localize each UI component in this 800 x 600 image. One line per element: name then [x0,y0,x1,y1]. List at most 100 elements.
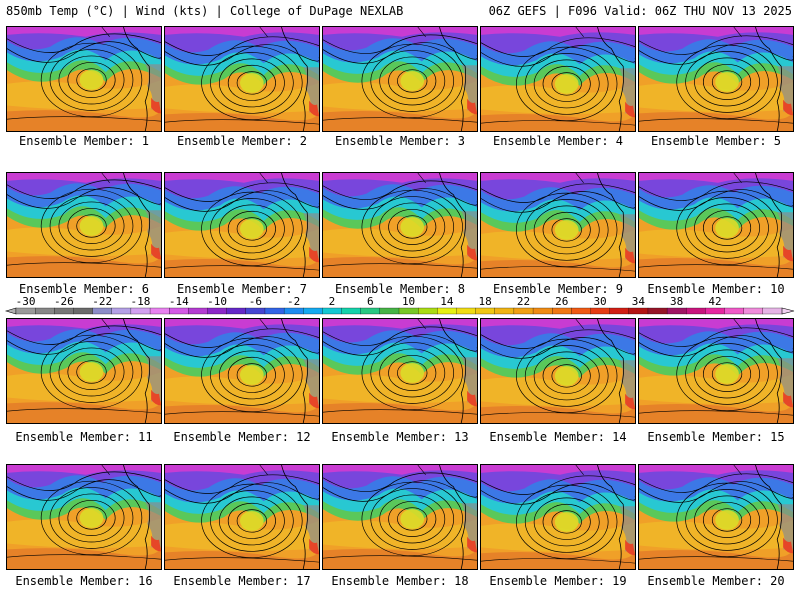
arctic-air [323,173,477,183]
isobar [481,120,635,126]
isobar [218,350,285,400]
colorbar-swatch [532,307,553,315]
coastline [123,173,151,277]
isobar [639,473,793,493]
high-pressure-center [554,512,579,532]
isobar [379,494,446,544]
border-line [101,173,110,183]
high-pressure-center [240,219,264,239]
isobar [7,471,161,491]
isobar [236,363,268,387]
ensemble-member-label: Ensemble Member: 14 [489,430,627,444]
isobar [515,46,618,122]
coastal-terrain [145,210,161,256]
hot-spot [783,537,793,554]
border-line [417,27,426,37]
high-pressure-center [400,363,425,383]
coastal-terrain [619,214,635,260]
coastal-terrain [619,360,635,406]
isobar [40,188,143,264]
border-line [575,27,584,37]
coastal-terrain [619,506,635,552]
isobar [67,353,116,390]
colorbar-swatch [437,307,457,315]
ensemble-member-label: Ensemble Member: 1 [18,134,150,148]
arctic-air [7,173,161,183]
ensemble-member-label: Ensemble Member: 15 [647,430,785,444]
isobar [524,53,609,115]
hot-spot [467,390,477,407]
colorbar-swatch [283,307,304,315]
isobar [533,59,600,109]
colorbar-swatch [552,307,572,315]
isobar [639,35,793,55]
isobar [551,72,582,96]
border-line [417,173,426,183]
border-line [575,173,584,183]
isobar [639,556,793,562]
isobar [639,410,793,416]
isobar [694,495,760,545]
hot-spot [625,539,635,556]
coastline [281,27,309,131]
colorbar-swatch [609,307,630,315]
isobar [639,335,793,357]
coastline [439,27,467,131]
colorbar-swatch [303,307,323,315]
isobar [165,265,319,271]
ensemble-member-label: Ensemble Member: 5 [650,134,782,148]
isobar [201,337,303,413]
high-pressure-center [79,216,104,236]
isobar [676,190,778,266]
isobar [323,34,477,54]
isobar [210,198,294,260]
isobar [210,344,294,406]
coastal-terrain [461,65,477,111]
cold-core [165,465,319,491]
colorbar-left-arrow [4,307,17,315]
isobar [227,210,276,247]
isobar [49,49,134,111]
isobar [481,191,635,213]
high-pressure-center [240,511,264,531]
isobar [379,202,446,252]
ensemble-member-label: Ensemble Member: 17 [173,574,311,588]
isobar [639,181,793,201]
coastal-terrain [303,67,319,113]
arctic-air [165,173,319,183]
coastline [755,319,783,423]
colorbar-swatch [15,307,36,315]
colorbar-swatch [245,307,266,315]
colorbar-tick-label: 22 [517,296,530,308]
colorbar-tick-label: 18 [479,296,492,308]
ensemble-member-label: Ensemble Member: 3 [334,134,466,148]
isobar [165,182,319,202]
colorbar-tick-label: 10 [402,296,415,308]
colorbar-swatch [169,307,189,315]
isobar [703,63,752,100]
cold-core [481,319,635,346]
isobar [703,355,752,392]
colorbar-swatch [34,307,55,315]
isobar [551,364,582,388]
colorbar-swatch [743,307,764,315]
colorbar-swatch [513,307,534,315]
isobar [379,56,446,106]
coastline [439,173,467,277]
coastline [281,173,309,277]
mid-band [481,229,635,260]
isobar [481,37,635,57]
colorbar-swatch [475,307,496,315]
isobar [218,496,285,546]
colorbar-swatch [762,307,783,315]
ensemble-map-panel [322,464,478,570]
hot-spot [309,392,319,409]
isobar [694,57,760,107]
ensemble-map-panel [322,172,478,278]
ensemble-map-panel [6,318,162,424]
high-pressure-center [79,508,104,528]
isobar [370,488,455,550]
mid-band [165,82,319,113]
arctic-air [7,465,161,475]
isobar [165,411,319,417]
